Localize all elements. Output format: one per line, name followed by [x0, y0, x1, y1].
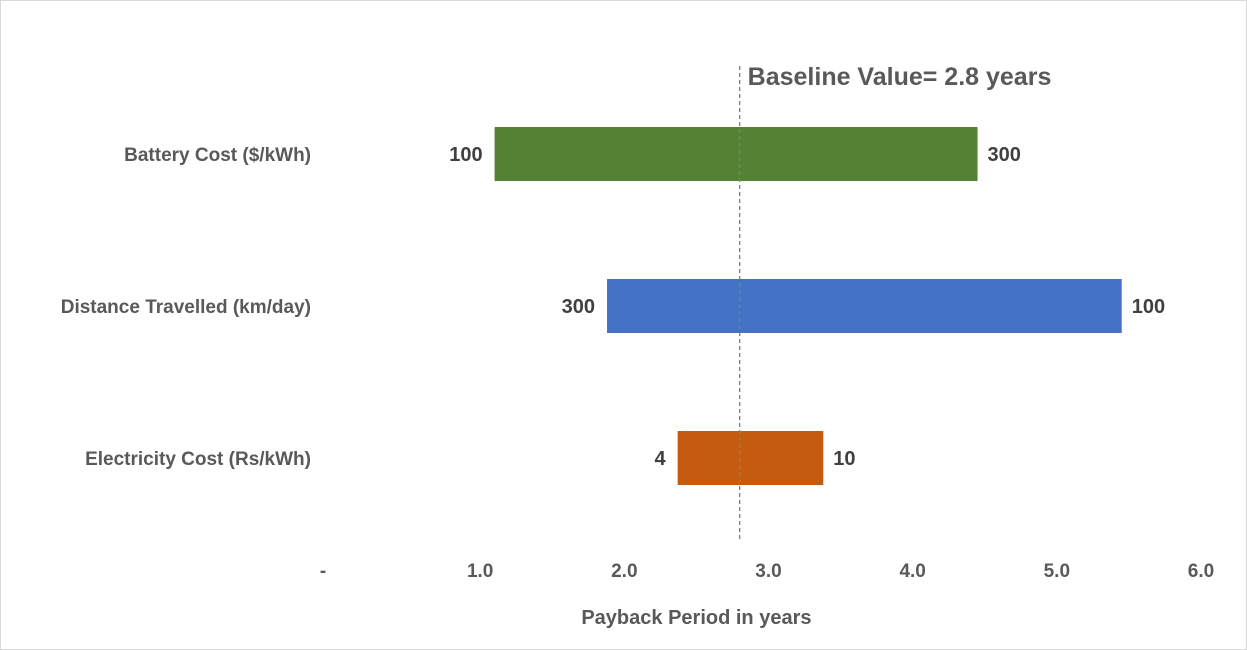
bar-left-label: 4 [655, 448, 667, 470]
baseline-label: Baseline Value= 2.8 years [748, 63, 1052, 91]
data-labels: 100 300 300 100 4 10 [449, 144, 1165, 470]
x-tick-label: 2.0 [611, 561, 637, 582]
x-tick-label: 4.0 [899, 561, 925, 582]
bar-2 [677, 431, 824, 485]
x-tick-label: 3.0 [755, 561, 781, 582]
bar-right-label: 300 [988, 144, 1021, 166]
bar-1 [607, 279, 1122, 333]
category-label: Distance Travelled (km/day) [61, 297, 311, 318]
bar-left-label: 100 [449, 144, 482, 166]
bar-right-label: 10 [833, 448, 855, 470]
x-tick-label: 6.0 [1188, 561, 1214, 582]
category-label: Battery Cost ($/kWh) [124, 145, 311, 166]
category-labels: Battery Cost ($/kWh) Distance Travelled (… [61, 145, 311, 470]
x-tick-label: 1.0 [467, 561, 493, 582]
x-tick-label: 5.0 [1044, 561, 1070, 582]
bar-left-label: 300 [562, 296, 595, 318]
x-axis-title: Payback Period in years [581, 607, 811, 629]
bar-right-label: 100 [1132, 296, 1165, 318]
baseline-layer: Baseline Value= 2.8 years [739, 63, 1052, 539]
bars-layer [494, 127, 1122, 485]
x-tick-label: - [320, 561, 326, 582]
category-label: Electricity Cost (Rs/kWh) [85, 449, 311, 470]
bar-0 [494, 127, 978, 181]
x-axis-ticks: - 1.0 2.0 3.0 4.0 5.0 6.0 [320, 561, 1214, 582]
